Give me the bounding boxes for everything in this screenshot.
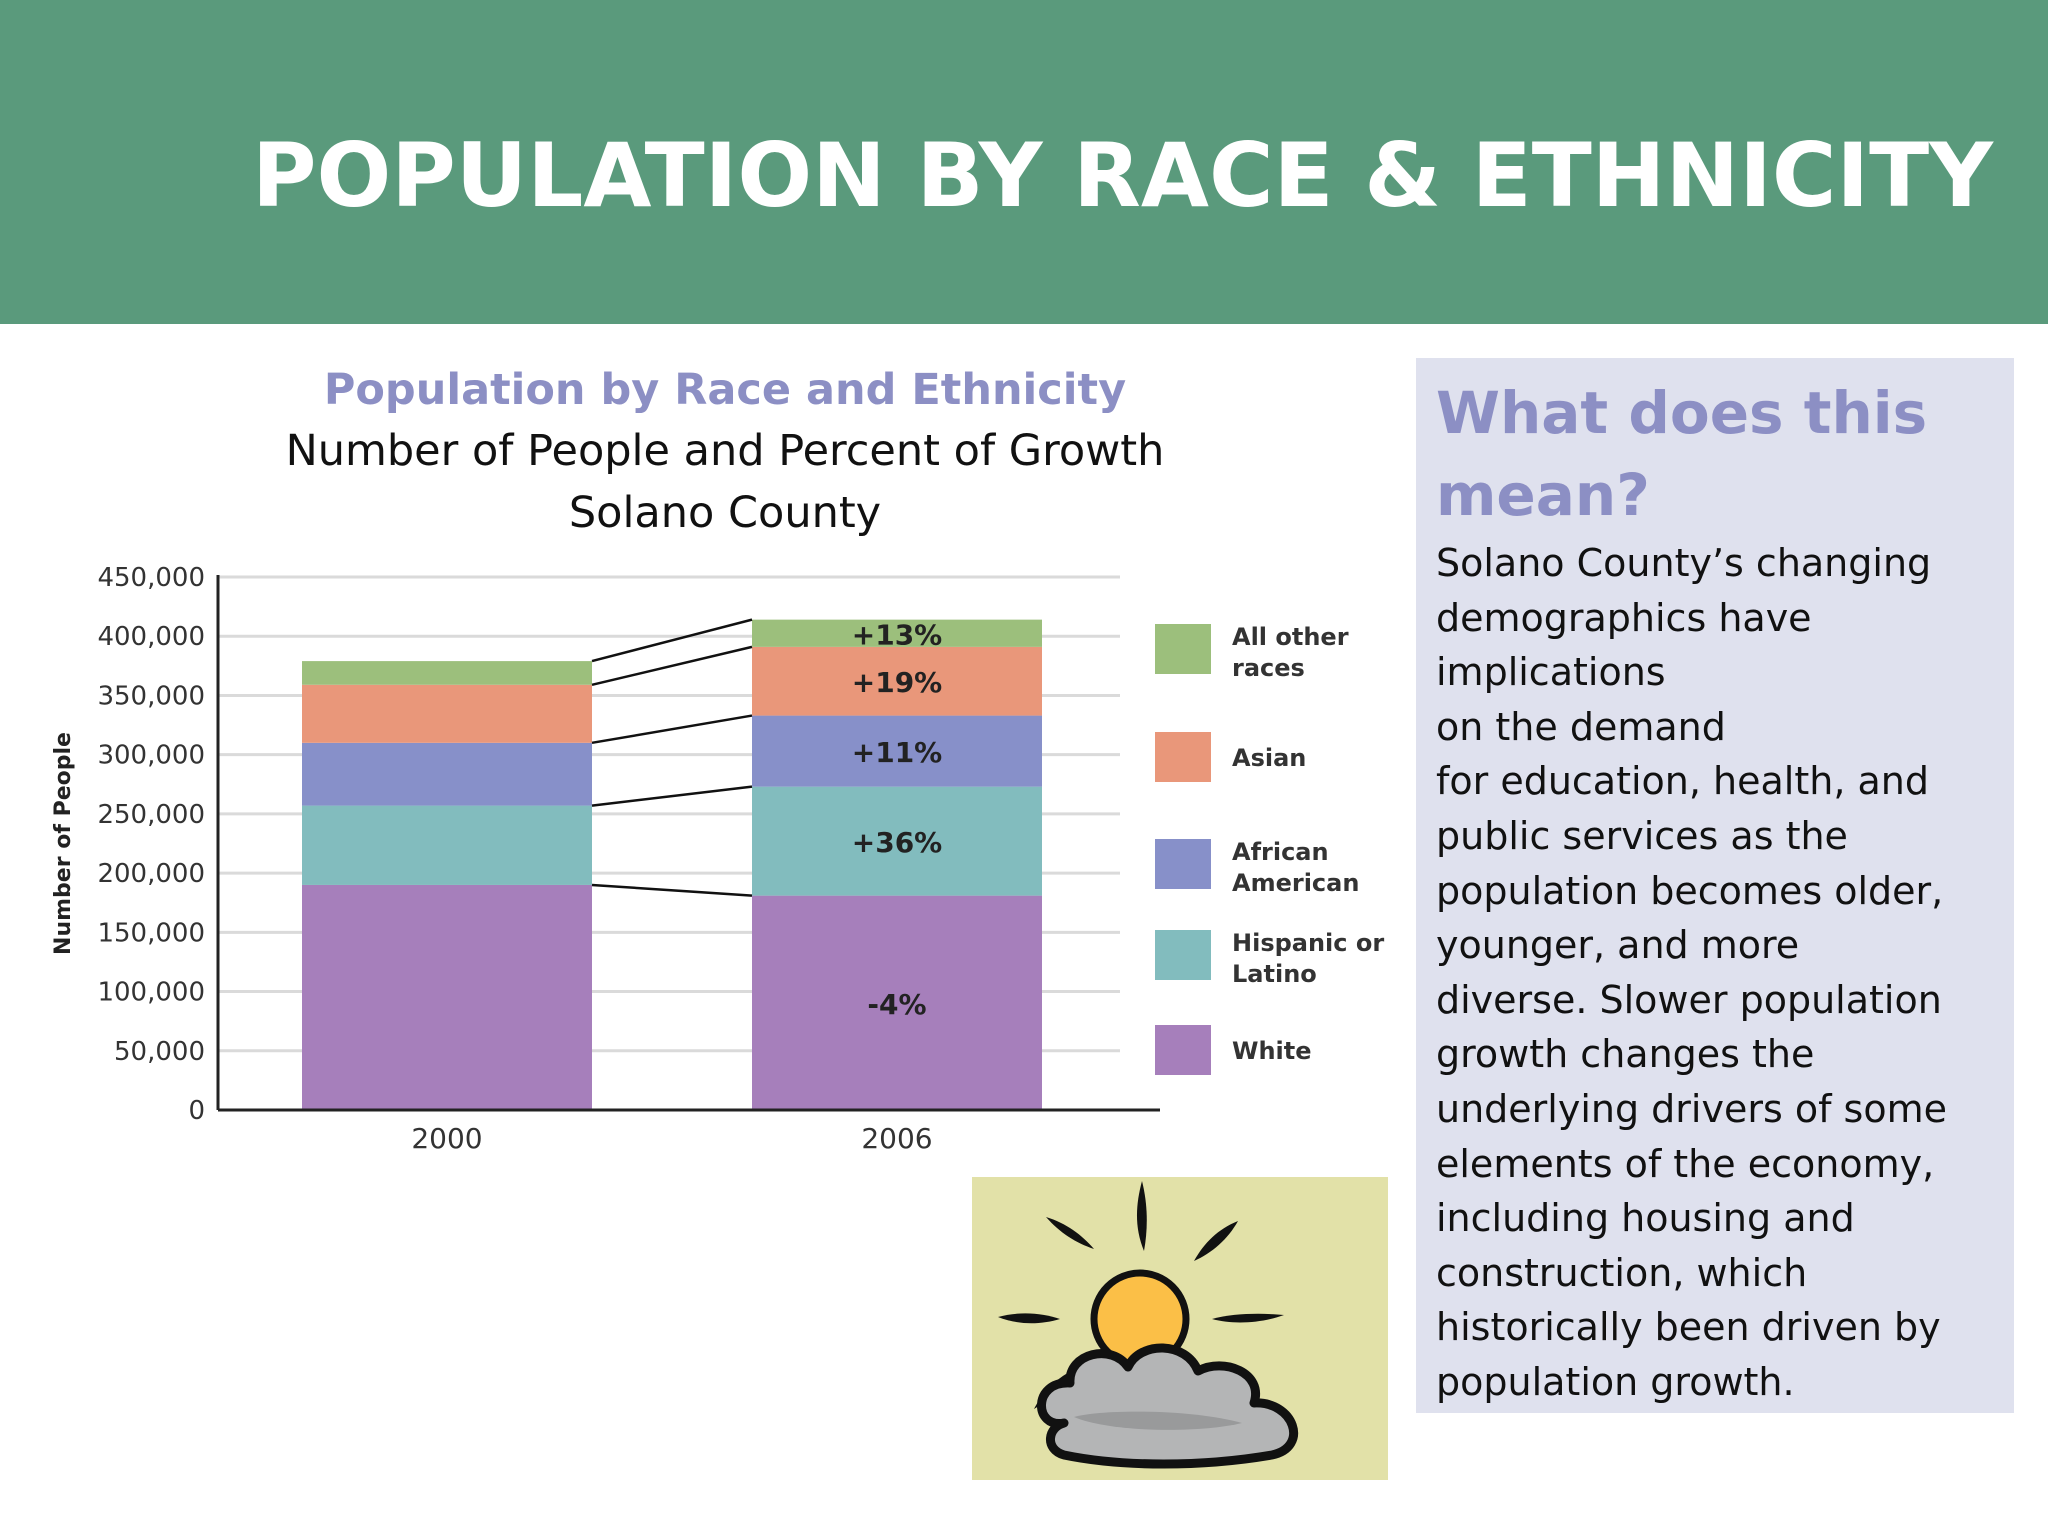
explanation-heading: What does this mean? — [1436, 372, 1996, 536]
y-tick-label: 300,000 — [97, 741, 205, 771]
explanation-line: construction, which — [1436, 1250, 1808, 1295]
connector-line — [591, 714, 753, 745]
explanation-body: Solano County’s changing demographics hav… — [1436, 536, 2011, 1410]
explanation-line: including housing and — [1436, 1196, 1855, 1241]
legend-label: races — [1232, 654, 1305, 682]
x-category-label: 2000 — [411, 1122, 482, 1155]
explanation-line: younger, and more — [1436, 923, 1800, 968]
bar-2000-all-other-races — [302, 661, 592, 685]
explanation-line: population becomes older, — [1436, 868, 1944, 913]
bar-2006-hispanic-or-latino — [752, 786, 1042, 896]
legend-label: White — [1232, 1037, 1312, 1065]
growth-label: +13% — [852, 618, 942, 651]
explanation-line: elements of the economy, — [1436, 1141, 1935, 1186]
growth-label: +36% — [852, 826, 942, 859]
bar-2000-hispanic-or-latino — [302, 805, 592, 885]
legend-swatch — [1155, 839, 1211, 889]
explanation-line: population growth. — [1436, 1359, 1795, 1404]
explanation-line: Solano County’s changing — [1436, 541, 1932, 585]
x-category-label: 2006 — [861, 1122, 932, 1155]
explanation-line: for education, health, and — [1436, 759, 1929, 804]
connector-line — [591, 883, 753, 897]
y-tick-label: 400,000 — [97, 622, 205, 652]
bar-2006-white — [752, 895, 1042, 1110]
legend-label: African — [1232, 838, 1329, 866]
explanation-line: diverse. Slower population — [1436, 977, 1942, 1022]
bar-2006-african-american — [752, 715, 1042, 787]
legend-swatch — [1155, 1025, 1211, 1075]
connector-line — [591, 785, 753, 807]
y-tick-label: 150,000 — [97, 918, 205, 948]
growth-label: -4% — [867, 988, 926, 1021]
legend-label: Latino — [1232, 960, 1317, 988]
y-tick-label: 200,000 — [97, 859, 205, 889]
legend-label: All other — [1232, 623, 1349, 651]
chart-subtitle-1: Number of People and Percent of Growth — [285, 426, 1165, 476]
explanation-panel — [1416, 358, 2014, 1413]
bar-2006-asian — [752, 646, 1042, 716]
explanation-line: growth changes the — [1436, 1032, 1815, 1077]
legend-label: Asian — [1232, 744, 1306, 772]
explanation-line: implications — [1436, 650, 1666, 695]
y-tick-label: 50,000 — [114, 1037, 205, 1067]
connector-line — [591, 645, 753, 687]
growth-label: +19% — [852, 666, 942, 699]
sun-behind-cloud-icon — [972, 1177, 1388, 1480]
legend-swatch — [1155, 930, 1211, 980]
y-tick-label: 250,000 — [97, 800, 205, 830]
legend-swatch — [1155, 732, 1211, 782]
explanation-line: historically been driven by — [1436, 1305, 1941, 1350]
chart-subtitle-2: Solano County — [568, 488, 882, 538]
chart-title: Population by Race and Ethnicity — [323, 365, 1127, 415]
explanation-line: demographics have — [1436, 595, 1812, 640]
bar-2000-white — [302, 884, 592, 1110]
explanation-line: on the demand — [1436, 704, 1726, 749]
bar-2000-african-american — [302, 742, 592, 806]
legend-swatch — [1155, 624, 1211, 674]
slide-title: POPULATION BY RACE & ETHNICITY — [252, 124, 1993, 227]
explanation-line: public services as the — [1436, 813, 1848, 858]
legend-label: American — [1232, 869, 1359, 897]
explanation-heading-line-2: mean? — [1436, 461, 1650, 529]
explanation-heading-line-1: What does this — [1436, 379, 1928, 447]
legend-label: Hispanic or — [1232, 929, 1384, 957]
connector-line — [591, 618, 753, 663]
growth-label: +11% — [852, 736, 942, 769]
y-tick-label: 0 — [188, 1096, 205, 1126]
explanation-line: underlying drivers of some — [1436, 1086, 1947, 1131]
y-axis-label: Number of People — [51, 732, 76, 955]
chart-title-block: Population by Race and Ethnicity Number … — [230, 360, 1220, 544]
y-tick-label: 450,000 — [97, 563, 205, 593]
y-tick-label: 350,000 — [97, 681, 205, 711]
y-tick-label: 100,000 — [97, 978, 205, 1008]
bar-2000-asian — [302, 684, 592, 743]
slide-header — [0, 0, 2048, 324]
bar-2006-all-other-races — [752, 619, 1042, 647]
stacked-bar-chart: 450,000 400,000 350,000 300,000 250,000 200,0… — [51, 563, 1384, 1155]
